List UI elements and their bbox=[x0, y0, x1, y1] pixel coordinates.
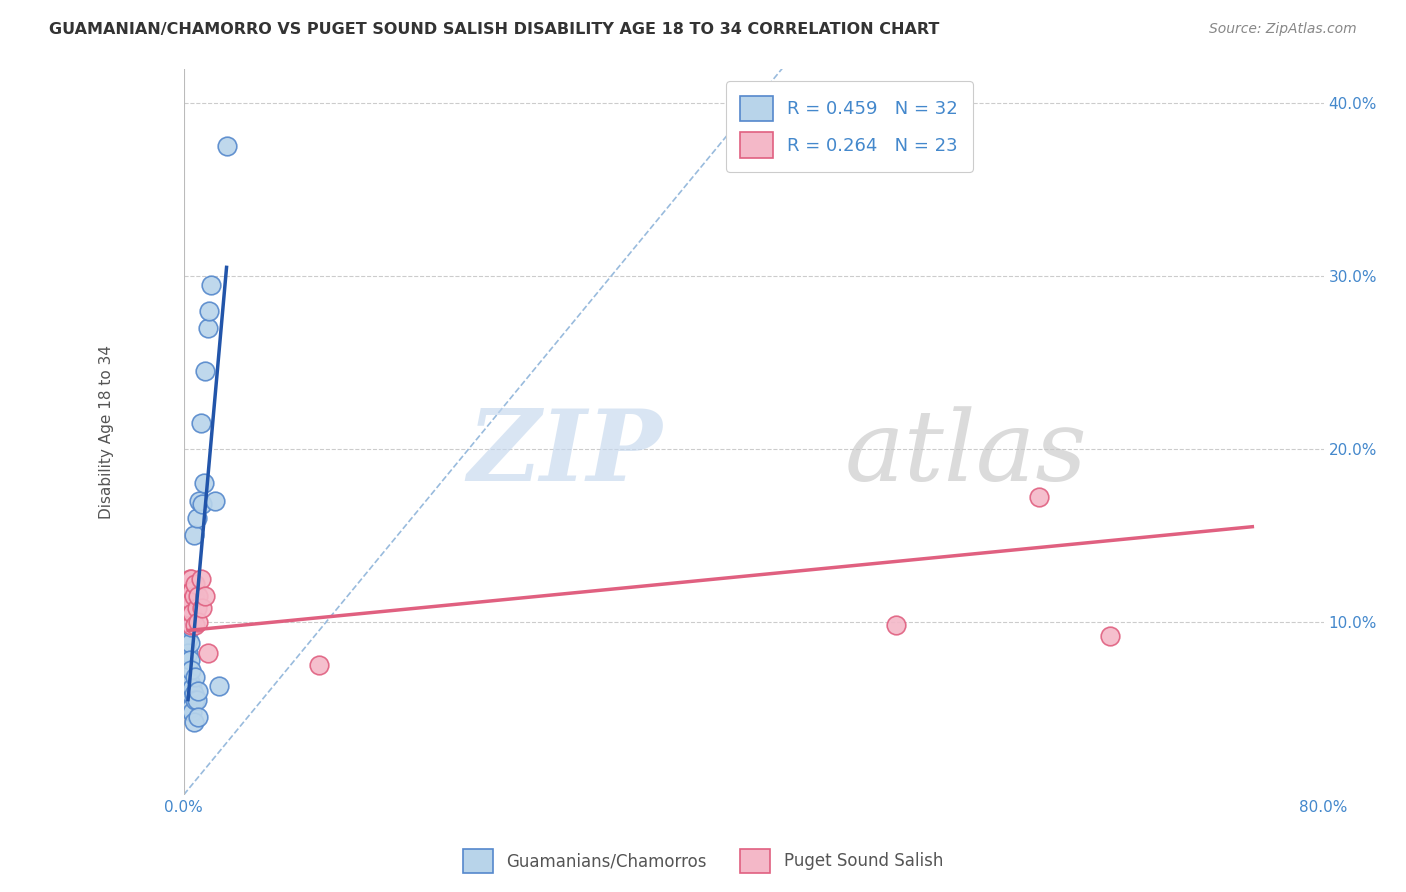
Point bbox=[194, 364, 217, 378]
Point bbox=[198, 303, 221, 318]
Point bbox=[187, 589, 209, 603]
Legend: R = 0.459   N = 32, R = 0.264   N = 23: R = 0.459 N = 32, R = 0.264 N = 23 bbox=[725, 81, 973, 172]
Point bbox=[190, 572, 212, 586]
Point bbox=[179, 601, 201, 615]
Text: GUAMANIAN/CHAMORRO VS PUGET SOUND SALISH DISABILITY AGE 18 TO 34 CORRELATION CHA: GUAMANIAN/CHAMORRO VS PUGET SOUND SALISH… bbox=[49, 22, 939, 37]
Point bbox=[187, 684, 209, 698]
Point bbox=[187, 615, 209, 629]
Point bbox=[208, 679, 231, 693]
Point bbox=[183, 589, 205, 603]
Point bbox=[179, 572, 201, 586]
Point bbox=[197, 321, 219, 335]
Point bbox=[197, 646, 219, 660]
Point bbox=[1098, 629, 1121, 643]
Point bbox=[177, 580, 200, 594]
Point bbox=[200, 277, 222, 292]
Point bbox=[180, 594, 202, 608]
Legend: Guamanians/Chamorros, Puget Sound Salish: Guamanians/Chamorros, Puget Sound Salish bbox=[457, 842, 949, 880]
Point bbox=[190, 416, 212, 430]
Point bbox=[179, 653, 201, 667]
Point bbox=[179, 635, 201, 649]
Point bbox=[181, 705, 204, 719]
Point bbox=[177, 646, 200, 660]
Point bbox=[183, 528, 205, 542]
Point bbox=[181, 583, 204, 598]
Point bbox=[183, 687, 205, 701]
Point bbox=[180, 701, 202, 715]
Point bbox=[183, 715, 205, 730]
Point bbox=[181, 681, 204, 695]
Point bbox=[180, 572, 202, 586]
Text: atlas: atlas bbox=[845, 406, 1088, 501]
Point bbox=[191, 497, 214, 511]
Point bbox=[180, 687, 202, 701]
Point bbox=[184, 576, 207, 591]
Point bbox=[179, 675, 201, 690]
Y-axis label: Disability Age 18 to 34: Disability Age 18 to 34 bbox=[100, 344, 114, 518]
Point bbox=[186, 601, 208, 615]
Point bbox=[308, 658, 330, 673]
Point bbox=[177, 632, 200, 646]
Point bbox=[191, 601, 214, 615]
Point bbox=[187, 710, 209, 724]
Point bbox=[193, 476, 215, 491]
Point bbox=[184, 692, 207, 706]
Point bbox=[184, 618, 207, 632]
Point bbox=[184, 670, 207, 684]
Point bbox=[177, 583, 200, 598]
Point bbox=[181, 611, 204, 625]
Point bbox=[215, 139, 238, 153]
Point bbox=[188, 493, 211, 508]
Point bbox=[186, 692, 208, 706]
Point bbox=[181, 606, 204, 620]
Point bbox=[186, 511, 208, 525]
Text: Source: ZipAtlas.com: Source: ZipAtlas.com bbox=[1209, 22, 1357, 37]
Point bbox=[1028, 491, 1050, 505]
Point bbox=[194, 589, 217, 603]
Point bbox=[180, 663, 202, 677]
Point bbox=[884, 618, 907, 632]
Point bbox=[180, 620, 202, 634]
Point bbox=[204, 493, 226, 508]
Point bbox=[180, 618, 202, 632]
Text: ZIP: ZIP bbox=[468, 405, 662, 501]
